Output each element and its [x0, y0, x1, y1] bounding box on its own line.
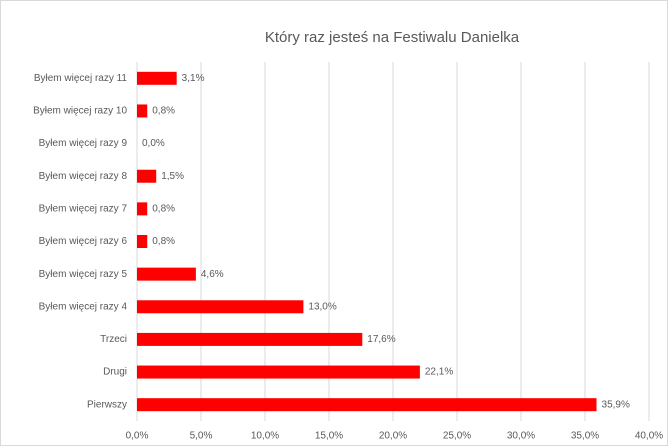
x-tick-label: 30,0% [507, 431, 535, 442]
data-label: 35,9% [602, 399, 630, 410]
y-tick-label: Byłem więcej razy 7 [39, 204, 128, 215]
bar [137, 332, 363, 346]
data-label: 0,0% [142, 138, 165, 149]
data-label: 13,0% [308, 301, 336, 312]
bar [137, 267, 196, 281]
data-label: 4,6% [201, 269, 224, 280]
y-tick-label: Byłem więcej razy 11 [34, 73, 128, 84]
x-tick-label: 20,0% [379, 431, 407, 442]
bar [137, 71, 177, 85]
data-label: 22,1% [425, 367, 453, 378]
y-tick-label: Byłem więcej razy 4 [39, 301, 128, 312]
bar [137, 235, 148, 248]
data-label: 17,6% [367, 334, 395, 345]
x-tick-label: 40,0% [635, 431, 663, 442]
bar [137, 365, 420, 379]
data-label: 0,8% [152, 204, 175, 215]
data-label: 3,1% [182, 73, 205, 84]
x-tick-label: 10,0% [251, 431, 279, 442]
y-tick-label: Pierwszy [87, 399, 127, 410]
chart-title: Który raz jesteś na Festiwalu Danielka [265, 29, 520, 46]
y-tick-label: Trzeci [100, 334, 127, 345]
x-tick-label: 25,0% [443, 431, 471, 442]
y-tick-label: Byłem więcej razy 6 [39, 236, 128, 247]
y-tick-label: Byłem więcej razy 9 [39, 138, 128, 149]
bar [137, 300, 304, 314]
x-tick-label: 0,0% [126, 431, 149, 442]
x-tick-label: 35,0% [571, 431, 599, 442]
data-label: 1,5% [161, 171, 184, 182]
data-label: 0,8% [152, 106, 175, 117]
data-label: 0,8% [152, 236, 175, 247]
x-tick-label: 5,0% [190, 431, 213, 442]
bar [137, 104, 148, 118]
y-tick-label: Byłem więcej razy 10 [33, 106, 127, 117]
bar [137, 398, 597, 412]
bar [137, 169, 157, 183]
y-tick-label: Byłem więcej razy 5 [39, 269, 128, 280]
bar [137, 202, 148, 216]
y-tick-label: Byłem więcej razy 8 [39, 171, 128, 182]
x-tick-label: 15,0% [315, 431, 343, 442]
y-tick-label: Drugi [103, 367, 127, 378]
